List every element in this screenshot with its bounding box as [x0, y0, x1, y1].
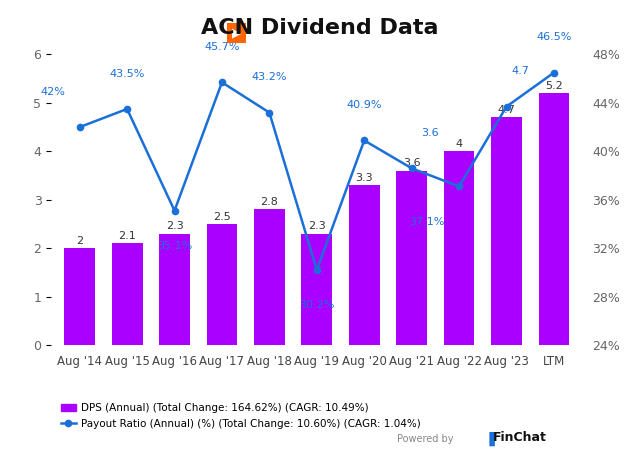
- Text: 30.2%: 30.2%: [299, 300, 335, 310]
- Text: 3.3: 3.3: [355, 173, 373, 183]
- Text: 45.7%: 45.7%: [204, 42, 240, 52]
- Bar: [491, 118, 522, 345]
- Text: 4.7: 4.7: [497, 105, 515, 115]
- Bar: [159, 234, 190, 345]
- Text: 2: 2: [76, 236, 83, 246]
- Text: 37.1%: 37.1%: [410, 217, 445, 227]
- Text: 35.1%: 35.1%: [157, 241, 192, 251]
- Text: 43.5%: 43.5%: [109, 69, 145, 79]
- Text: ACN Dividend Data: ACN Dividend Data: [201, 18, 439, 38]
- Text: 2.3: 2.3: [308, 221, 326, 231]
- Bar: [254, 209, 285, 345]
- Text: FinChat: FinChat: [493, 431, 547, 444]
- Text: 4.7: 4.7: [511, 66, 529, 76]
- Text: ▶: ▶: [232, 26, 242, 39]
- Bar: [111, 243, 143, 345]
- Text: 40.9%: 40.9%: [346, 100, 382, 110]
- Text: 2.8: 2.8: [260, 197, 278, 207]
- Text: 2.1: 2.1: [118, 231, 136, 241]
- Text: 4: 4: [456, 139, 463, 149]
- Text: 46.5%: 46.5%: [536, 32, 572, 42]
- Legend: DPS (Annual) (Total Change: 164.62%) (CAGR: 10.49%), Payout Ratio (Annual) (%) (: DPS (Annual) (Total Change: 164.62%) (CA…: [56, 399, 426, 433]
- Text: 42%: 42%: [40, 87, 65, 97]
- Text: 3.6: 3.6: [421, 128, 439, 138]
- Text: 5.2: 5.2: [545, 81, 563, 91]
- Bar: [444, 151, 474, 345]
- Bar: [64, 248, 95, 345]
- Text: ▐: ▐: [483, 432, 494, 446]
- Text: 2.3: 2.3: [166, 221, 184, 231]
- Bar: [538, 93, 570, 345]
- Text: 3.6: 3.6: [403, 158, 420, 168]
- Bar: [349, 185, 380, 345]
- Bar: [396, 171, 427, 345]
- Text: 43.2%: 43.2%: [252, 72, 287, 82]
- Bar: [301, 234, 332, 345]
- Bar: [207, 224, 237, 345]
- Text: 2.5: 2.5: [213, 212, 231, 222]
- Text: Powered by: Powered by: [397, 434, 453, 444]
